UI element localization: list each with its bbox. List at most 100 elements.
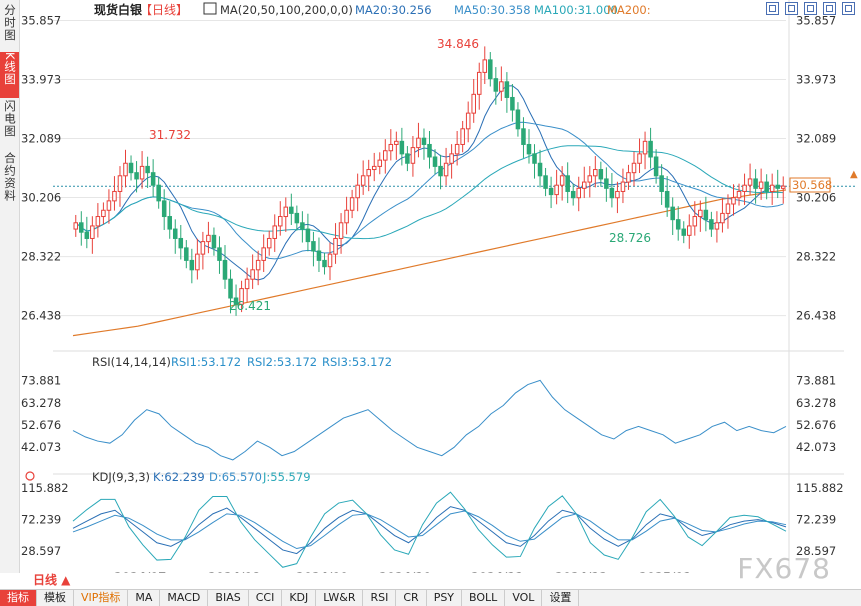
- chart-toolbar: [766, 2, 855, 15]
- rsi-tick-left: 63.278: [21, 396, 61, 410]
- kdj-settings-icon[interactable]: [25, 471, 35, 481]
- tab-template[interactable]: 模板: [37, 590, 74, 606]
- kdj-tick-right: 72.239: [796, 512, 836, 526]
- candle-body: [521, 128, 526, 145]
- candle-body: [653, 156, 659, 177]
- tab-settings[interactable]: 设置: [542, 590, 580, 606]
- tab-indicator[interactable]: 指标: [0, 590, 37, 606]
- candle-body: [217, 247, 222, 261]
- candle-body: [493, 78, 499, 92]
- period-select[interactable]: 日线 ▲: [0, 573, 86, 587]
- candle-body: [355, 184, 360, 199]
- candle-body: [642, 140, 648, 155]
- tab-cr[interactable]: CR: [396, 590, 427, 606]
- candle-body: [465, 112, 471, 130]
- candle-body: [283, 206, 289, 218]
- candle-body: [626, 172, 631, 183]
- candle-body: [333, 237, 338, 255]
- rsi2-value: RSI2:53.172: [247, 355, 317, 369]
- candle-body: [277, 216, 283, 227]
- rsi-lines: [72, 379, 787, 461]
- kdj-d-value: D:65.570: [209, 470, 262, 484]
- candle-body: [139, 165, 145, 180]
- candle-body: [388, 143, 394, 152]
- tab-macd[interactable]: MACD: [160, 590, 209, 606]
- candle-body: [664, 190, 670, 208]
- left-sidebar: 分时图 K线图 闪电图 合约资料: [0, 0, 20, 573]
- sidebar-tab-kline[interactable]: K线图: [0, 52, 19, 98]
- candle-body: [604, 178, 609, 189]
- candle-body: [780, 185, 786, 189]
- price-tick-right: 28.322: [796, 250, 836, 264]
- tab-psy[interactable]: PSY: [427, 590, 463, 606]
- price-tick-left: 26.438: [21, 309, 61, 323]
- candle-body: [211, 234, 217, 249]
- tab-ma[interactable]: MA: [128, 590, 161, 606]
- candle-body: [239, 288, 244, 305]
- low1-annotation: 26.421: [229, 299, 271, 313]
- price-tick-left: 28.322: [21, 250, 61, 264]
- candle-body: [123, 162, 128, 177]
- candle-body: [360, 175, 366, 186]
- candle-body: [184, 247, 189, 261]
- candle-body: [460, 128, 465, 145]
- move-right-icon[interactable]: [842, 2, 855, 15]
- candle-body: [421, 137, 427, 145]
- sidebar-tab-flash[interactable]: 闪电图: [0, 100, 19, 150]
- candle-body: [476, 71, 482, 95]
- ma-lines: [75, 85, 784, 281]
- kdj-tick-right: 115.882: [796, 481, 844, 495]
- price-tick-right: 32.089: [796, 132, 836, 146]
- move-left-icon[interactable]: [823, 2, 836, 15]
- ma200-value: MA200:: [607, 3, 651, 17]
- candle-body: [703, 209, 709, 221]
- candle-body: [305, 228, 311, 243]
- candle-body: [753, 178, 758, 189]
- crosshair-icon[interactable]: [766, 2, 779, 15]
- kdj-k-series: [72, 506, 787, 555]
- candle-body: [675, 219, 681, 230]
- candle-body: [134, 172, 139, 180]
- rsi3-value: RSI3:53.172: [322, 355, 392, 369]
- rsi-tick-right: 63.278: [796, 396, 836, 410]
- tab-kdj[interactable]: KDJ: [282, 590, 317, 606]
- tab-lwr[interactable]: LW&R: [316, 590, 364, 606]
- x-tick-label: 2025/01: [639, 570, 691, 573]
- candle-body: [405, 153, 410, 164]
- price-tick-right: 33.973: [796, 73, 836, 87]
- tab-vip-indicator[interactable]: VIP指标: [74, 590, 129, 606]
- sidebar-tab-contract[interactable]: 合约资料: [0, 152, 19, 212]
- candle-body: [670, 206, 675, 221]
- tab-vol[interactable]: VOL: [505, 590, 543, 606]
- zoom-out-icon[interactable]: [804, 2, 817, 15]
- chart-area[interactable]: 35.857 35.857 33.973 33.973 32.089 32.089 30.2…: [19, 0, 861, 573]
- chart-svg[interactable]: 35.857 35.857 33.973 33.973 32.089 32.089 30.2…: [19, 0, 861, 573]
- kdj-tick-right: 28.597: [796, 544, 836, 558]
- sidebar-tab-timeshare[interactable]: 分时图: [0, 4, 19, 50]
- indicator-tabbar: 指标 模板 VIP指标 MA MACD BIAS CCI KDJ LW&R RS…: [0, 589, 861, 606]
- candle-body: [714, 222, 720, 230]
- rsi-tick-left: 52.676: [21, 418, 61, 432]
- ma200-series: [72, 189, 787, 337]
- current-price-box: [789, 177, 831, 193]
- watermark: FX678: [737, 552, 831, 585]
- candle-body: [79, 222, 84, 233]
- candle-body: [222, 259, 228, 280]
- candle-body: [316, 250, 322, 261]
- candle-body: [90, 225, 95, 239]
- ma-settings-icon[interactable]: [203, 2, 217, 15]
- candle-body: [399, 140, 405, 155]
- current-price: 30.568: [792, 178, 832, 192]
- tab-cci[interactable]: CCI: [249, 590, 283, 606]
- x-tick-label: 2024/11: [471, 570, 523, 573]
- candle-body: [272, 225, 278, 239]
- tab-rsi[interactable]: RSI: [363, 590, 397, 606]
- kdj-lines: [72, 491, 787, 568]
- tab-boll[interactable]: BOLL: [462, 590, 506, 606]
- candle-body: [736, 190, 742, 199]
- candle-body: [581, 181, 587, 189]
- zoom-in-icon[interactable]: [785, 2, 798, 15]
- candle-body: [471, 93, 476, 114]
- tab-bias[interactable]: BIAS: [208, 590, 249, 606]
- rsi-label: RSI(14,14,14): [92, 355, 171, 369]
